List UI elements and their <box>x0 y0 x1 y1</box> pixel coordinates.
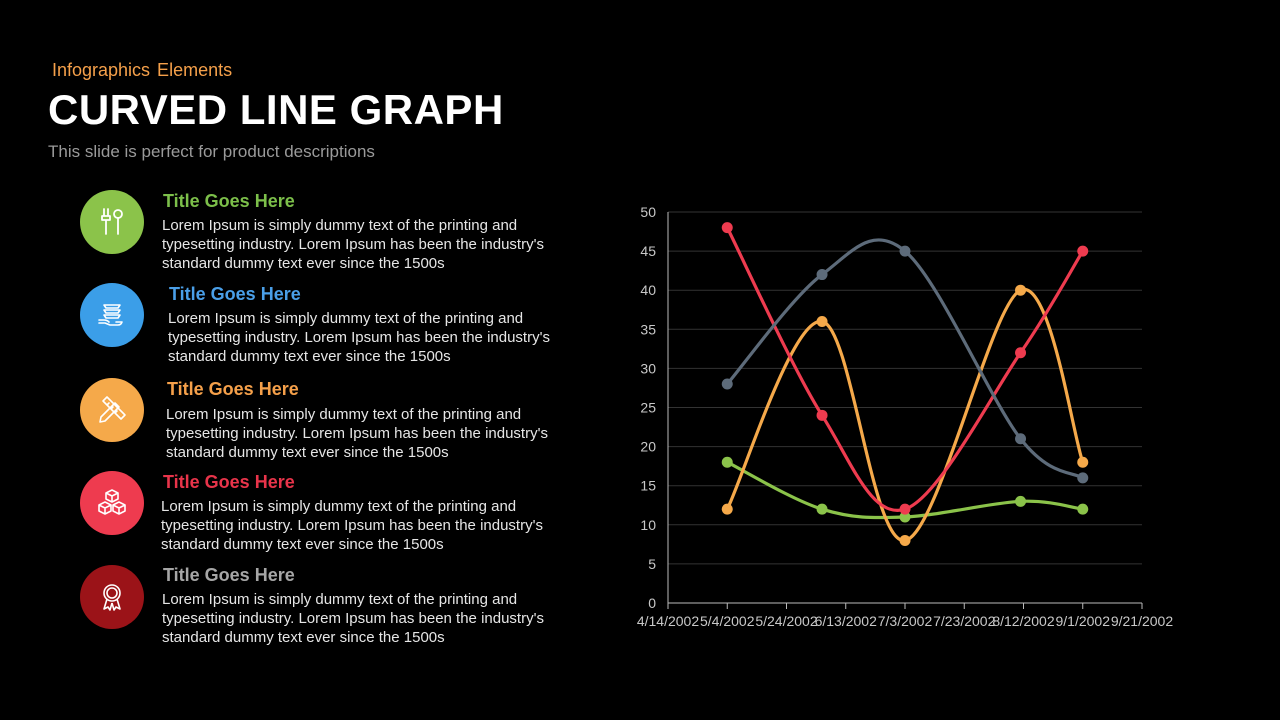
item-1-title: Title Goes Here <box>163 191 295 211</box>
data-point <box>899 511 911 523</box>
data-point <box>899 534 911 546</box>
item-2-title: Title Goes Here <box>169 284 301 304</box>
x-tick-label: 9/1/2002 <box>1056 613 1111 629</box>
item-5-title: Title Goes Here <box>163 565 295 585</box>
data-point <box>721 503 733 515</box>
item-3-title: Title Goes Here <box>167 379 299 399</box>
data-point <box>1077 245 1089 257</box>
kicker: Infographics Elements <box>52 60 233 80</box>
y-tick-label: 45 <box>640 243 656 259</box>
item-4-text: Lorem Ipsum is simply dummy text of the … <box>161 498 543 553</box>
data-point <box>1015 284 1027 296</box>
x-tick-label: 5/24/2002 <box>755 613 817 629</box>
data-point <box>816 315 828 327</box>
hand-stack-icon <box>98 304 123 326</box>
data-point <box>1015 495 1027 507</box>
page-subtitle: This slide is perfect for product descri… <box>48 142 375 161</box>
item-2-circle <box>80 283 144 347</box>
item-1-circle <box>80 190 144 254</box>
item-2-text: Lorem Ipsum is simply dummy text of the … <box>168 310 550 365</box>
y-tick-label: 5 <box>648 556 656 572</box>
x-tick-label: 8/12/2002 <box>992 613 1054 629</box>
item-3-text: Lorem Ipsum is simply dummy text of the … <box>166 406 548 461</box>
series-line-2 <box>725 288 1085 543</box>
x-tick-label: 4/14/2002 <box>637 613 699 629</box>
y-tick-label: 35 <box>640 321 656 337</box>
x-tick-label: 7/3/2002 <box>878 613 933 629</box>
data-point <box>1077 472 1089 484</box>
cubes-icon <box>98 489 126 515</box>
x-tick-label: 5/4/2002 <box>700 613 755 629</box>
page-title: CURVED LINE GRAPH <box>48 86 504 133</box>
y-tick-label: 20 <box>640 439 656 455</box>
tools-icon <box>101 208 123 235</box>
data-point <box>899 503 911 515</box>
item-5-text: Lorem Ipsum is simply dummy text of the … <box>162 591 544 646</box>
x-tick-label: 6/13/2002 <box>815 613 877 629</box>
award-icon <box>103 584 121 611</box>
data-point <box>816 503 828 515</box>
item-5-circle <box>80 565 144 629</box>
y-tick-label: 10 <box>640 517 656 533</box>
data-point <box>1015 433 1027 445</box>
series-line-3 <box>725 226 1085 512</box>
y-tick-label: 25 <box>640 400 656 416</box>
x-tick-label: 9/21/2002 <box>1111 613 1173 629</box>
data-point <box>899 245 911 257</box>
data-point <box>721 222 733 234</box>
y-tick-label: 30 <box>640 360 656 376</box>
data-point <box>1077 503 1089 515</box>
item-1-text: Lorem Ipsum is simply dummy text of the … <box>162 217 544 272</box>
data-point <box>721 456 733 468</box>
pencil-ruler-icon <box>99 396 126 423</box>
item-4-circle <box>80 471 144 535</box>
data-point <box>721 378 733 390</box>
y-tick-label: 15 <box>640 478 656 494</box>
item-3-circle <box>80 378 144 442</box>
y-tick-label: 50 <box>640 204 656 220</box>
data-point <box>816 269 828 281</box>
data-point <box>816 409 828 421</box>
data-point <box>1077 456 1089 468</box>
data-point <box>1015 347 1027 359</box>
series-line-4 <box>725 238 1085 480</box>
y-tick-label: 0 <box>648 595 656 611</box>
item-4-title: Title Goes Here <box>163 472 295 492</box>
y-tick-label: 40 <box>640 282 656 298</box>
x-tick-label: 7/23/2002 <box>933 613 995 629</box>
